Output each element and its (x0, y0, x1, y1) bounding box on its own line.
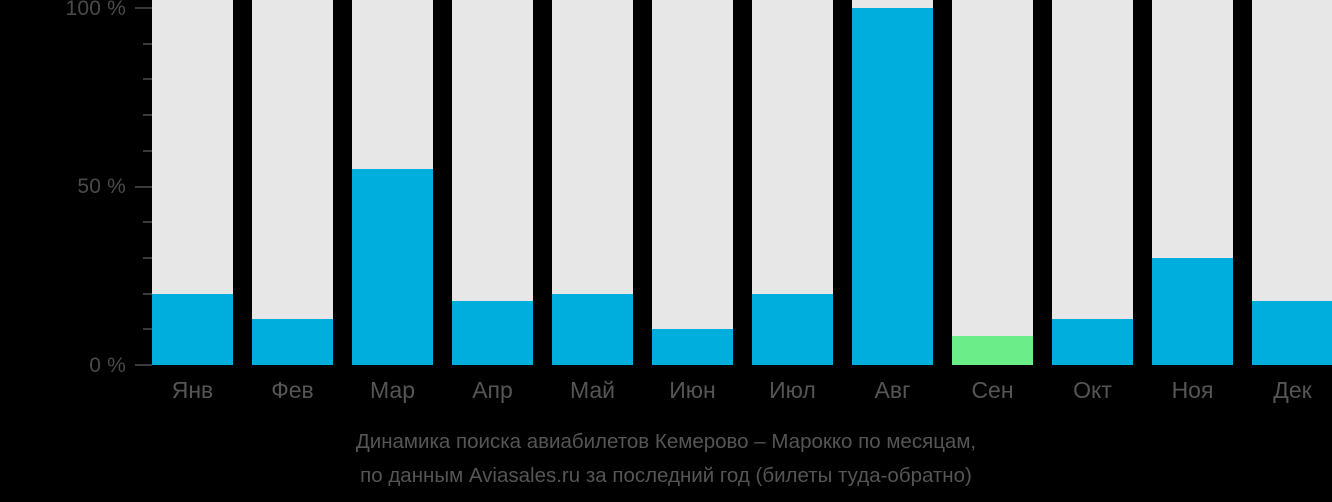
bar-fill[interactable] (452, 300, 533, 365)
bar-column[interactable] (152, 0, 233, 365)
x-axis: Янв Фев Мар Апр Май Июн Июл Авг Сен Окт Ноя Дек (152, 365, 1332, 417)
y-axis-tick-mark (135, 7, 152, 9)
bar-fill[interactable] (852, 8, 933, 365)
x-axis-label-0: Янв (171, 377, 214, 403)
y-axis-tick-mark (143, 221, 152, 224)
y-axis-tick-label: 50 % (77, 175, 126, 198)
bar-track (952, 0, 1033, 365)
x-axis-label-1: Фев (271, 377, 314, 403)
bar-fill[interactable] (1252, 300, 1332, 365)
bar-fill[interactable] (552, 293, 633, 365)
bar-fill[interactable] (952, 336, 1033, 365)
x-axis-label-6: Июл (769, 377, 816, 403)
y-axis-tick-mark (143, 292, 152, 295)
chart-caption: Динамика поиска авиабилетов Кемерово – М… (0, 425, 1332, 493)
y-axis-tick-mark (143, 78, 152, 81)
x-axis-label-4: Май (569, 377, 616, 403)
bar-fill[interactable] (152, 293, 233, 365)
y-axis-tick-mark (135, 185, 152, 188)
plot-area (152, 0, 1332, 365)
x-axis-label-7: Авг (874, 377, 911, 403)
y-axis-tick-mark (143, 328, 152, 331)
bar-track (1052, 0, 1133, 365)
x-axis-label-2: Мар (369, 377, 415, 403)
bar-fill[interactable] (652, 329, 733, 365)
bar-column[interactable] (852, 0, 933, 365)
y-axis-tick-mark (135, 364, 152, 366)
x-axis-label-3: Апр (472, 377, 513, 403)
y-axis-tick-mark (143, 149, 152, 152)
bar-track (652, 0, 733, 365)
bar-column[interactable] (1052, 0, 1133, 365)
bar-fill[interactable] (1052, 318, 1133, 365)
y-axis-tick-mark (143, 256, 152, 259)
y-axis: 100 % 50 % 0 % (0, 0, 152, 377)
y-axis-tick-mark (143, 114, 152, 117)
x-axis-label-11: Дек (1273, 377, 1312, 403)
bar-column[interactable] (1152, 0, 1233, 365)
bar-column[interactable] (952, 0, 1033, 365)
x-axis-label-9: Окт (1073, 377, 1112, 403)
x-axis-label-10: Ноя (1171, 377, 1214, 403)
y-axis-tick-label: 100 % (65, 0, 126, 20)
bar-column[interactable] (452, 0, 533, 365)
bar-fill[interactable] (752, 293, 833, 365)
bar-column[interactable] (352, 0, 433, 365)
bar-fill[interactable] (1152, 257, 1233, 365)
bar-column[interactable] (752, 0, 833, 365)
bar-column[interactable] (552, 0, 633, 365)
bar-track (252, 0, 333, 365)
x-axis-label-8: Сен (971, 377, 1014, 403)
bar-column[interactable] (1252, 0, 1332, 365)
y-axis-tick-label: 0 % (89, 353, 126, 377)
caption-line-2: по данным Aviasales.ru за последний год … (360, 464, 972, 487)
bar-fill[interactable] (352, 168, 433, 365)
bar-column[interactable] (652, 0, 733, 365)
bar-fill[interactable] (252, 318, 333, 365)
x-axis-label-5: Июн (669, 377, 716, 403)
bar-column[interactable] (252, 0, 333, 365)
caption-line-1: Динамика поиска авиабилетов Кемерово – М… (355, 430, 977, 453)
y-axis-tick-mark (143, 42, 152, 45)
